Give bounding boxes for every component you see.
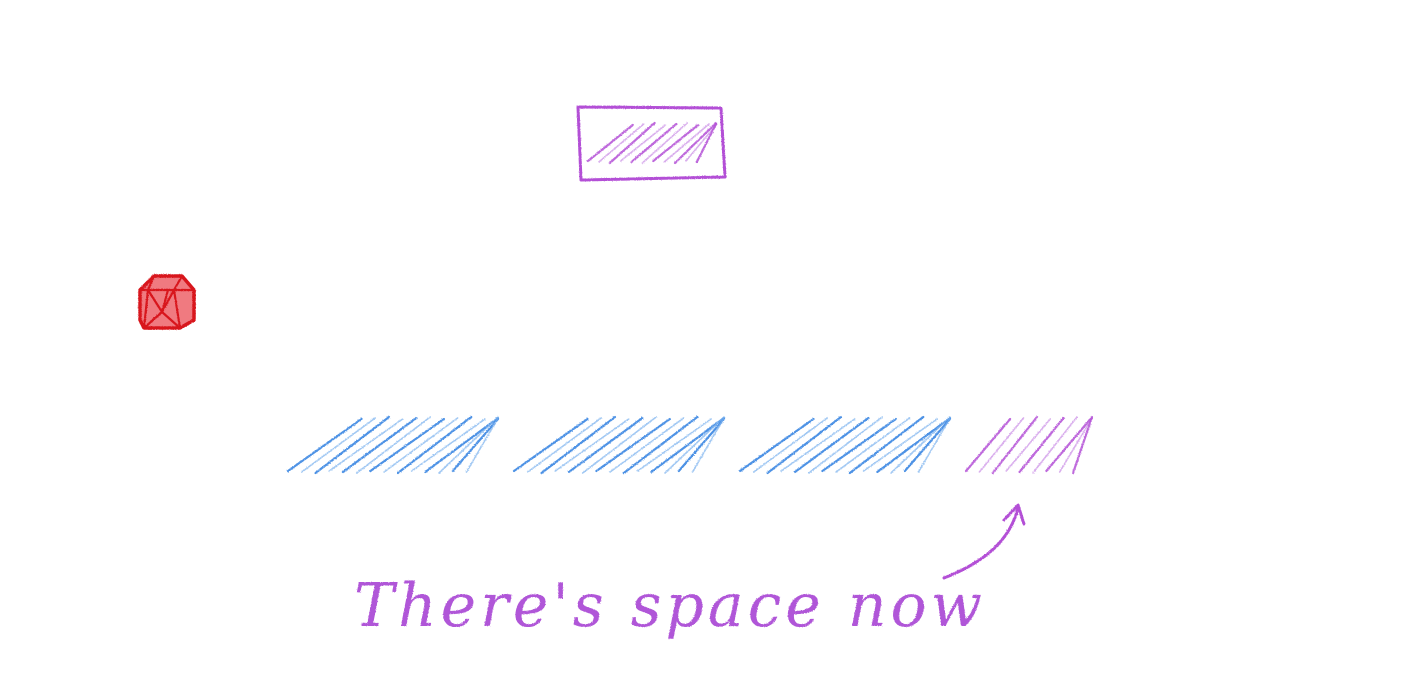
arrow-shaft [942,506,1020,580]
hatch-stroke [369,417,445,473]
hatch-stroke [355,416,431,474]
hatch-stroke [848,415,925,475]
hatch-stroke [608,121,656,165]
hatch-stroke [876,416,952,474]
hatch-stroke [766,415,843,475]
hatch-stroke [341,416,418,474]
hatch-stroke [738,417,815,473]
hatch-stroke [641,122,688,164]
hatch-stroke [1005,418,1052,472]
hatch-stroke [300,417,376,473]
hatch-stroke [383,417,459,473]
hatch-stroke [396,415,473,475]
hatch-stroke [286,417,363,473]
hatch-stroke [451,417,500,473]
incoming-block [576,105,727,182]
incoming-block-hatch [586,121,718,165]
hatch-stroke [991,415,1038,475]
hatch-stroke [862,418,938,472]
row-block-existing [738,415,952,475]
hatch-stroke [595,417,671,473]
ruby-gem-icon [138,274,196,330]
row-block-existing [512,415,726,475]
hatch-stroke [636,418,712,472]
hatch-stroke [964,417,1012,473]
hatch-stroke [609,417,685,473]
hatch-stroke [512,417,589,473]
hatch-stroke [1032,416,1078,474]
incoming-block-outline [576,105,727,182]
hatch-stroke [695,122,718,164]
hatch-stroke [1018,416,1065,474]
hatch-stroke [793,416,870,474]
hatch-stroke [1045,417,1092,473]
hatch-stroke [567,416,644,474]
hatch-stroke [622,415,699,475]
hatch-stroke [780,418,856,472]
hatch-stroke [1058,417,1093,473]
hatch-stroke [685,124,717,162]
hatch-stroke [438,416,499,474]
hatch-stroke [1072,415,1094,475]
hatch-stroke [752,417,828,473]
row-block-new [964,415,1094,475]
hatch-stroke [691,417,725,473]
ruby-gem-facets [140,275,194,329]
block-row [286,415,1094,475]
hatch-stroke [410,418,486,472]
hatch-stroke [664,416,725,474]
hatch-stroke [328,418,404,472]
curved-arrow-icon [942,503,1026,580]
hatch-stroke [917,417,951,473]
hatch-stroke [586,123,634,163]
arrow-head [1002,503,1026,526]
hatch-stroke [540,415,617,475]
hatch-stroke [598,123,645,163]
row-block-existing [286,415,500,475]
hatch-stroke [526,417,602,473]
hatch-stroke [835,417,911,473]
hatch-stroke [903,417,952,473]
hatch-stroke [663,123,710,163]
hatch-stroke [673,121,718,165]
hatch-stroke [677,417,726,473]
caption-text: There's space now [354,571,986,641]
hatch-stroke [652,123,700,163]
hatch-stroke [890,416,951,474]
hatch-stroke [630,122,678,164]
hatch-stroke [821,417,897,473]
hatch-stroke [650,416,726,474]
hatch-stroke [424,416,500,474]
hatch-stroke [807,416,883,474]
hatch-stroke [314,415,391,475]
hatch-stroke [581,416,657,474]
hatch-stroke [978,417,1025,473]
hatch-stroke [554,418,630,472]
hatch-stroke [465,417,499,473]
hatch-stroke [619,124,667,162]
